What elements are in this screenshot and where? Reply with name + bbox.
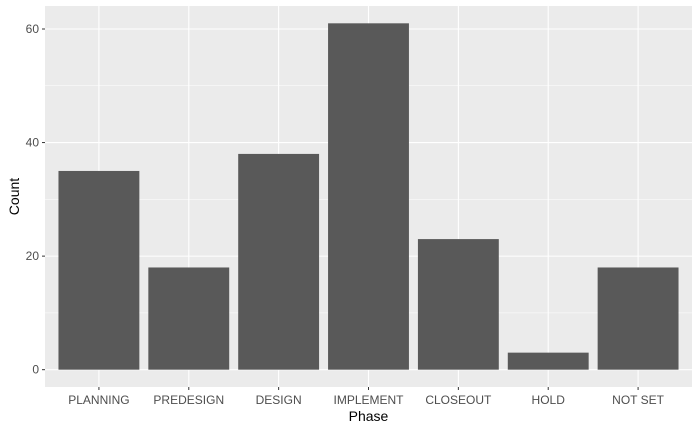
y-tick-label: 0 xyxy=(32,363,39,377)
x-tick-label: PREDESIGN xyxy=(153,393,224,407)
x-tick-label: NOT SET xyxy=(612,393,664,407)
y-axis: 0 20 40 60 xyxy=(26,22,45,377)
y-tick-label: 60 xyxy=(26,22,40,36)
bar-implement xyxy=(328,23,409,370)
x-tick-label: CLOSEOUT xyxy=(425,393,492,407)
x-tick-label: DESIGN xyxy=(256,393,302,407)
bar-planning xyxy=(58,170,140,370)
bar-hold xyxy=(507,352,589,370)
y-tick-label: 20 xyxy=(26,249,40,263)
y-axis-title: Count xyxy=(6,178,22,215)
x-tick-label: IMPLEMENT xyxy=(333,393,404,407)
y-tick-label: 40 xyxy=(26,136,40,150)
bars xyxy=(58,23,679,370)
bar-closeout xyxy=(417,239,499,370)
bar-not-set xyxy=(597,267,679,370)
bar-design xyxy=(238,153,320,370)
x-tick-label: HOLD xyxy=(532,393,566,407)
x-axis-title: Phase xyxy=(349,408,389,424)
bar-predesign xyxy=(148,267,230,370)
x-tick-label: PLANNING xyxy=(68,393,129,407)
x-axis: PLANNING PREDESIGN DESIGN IMPLEMENT CLOSEOUT… xyxy=(68,387,665,407)
